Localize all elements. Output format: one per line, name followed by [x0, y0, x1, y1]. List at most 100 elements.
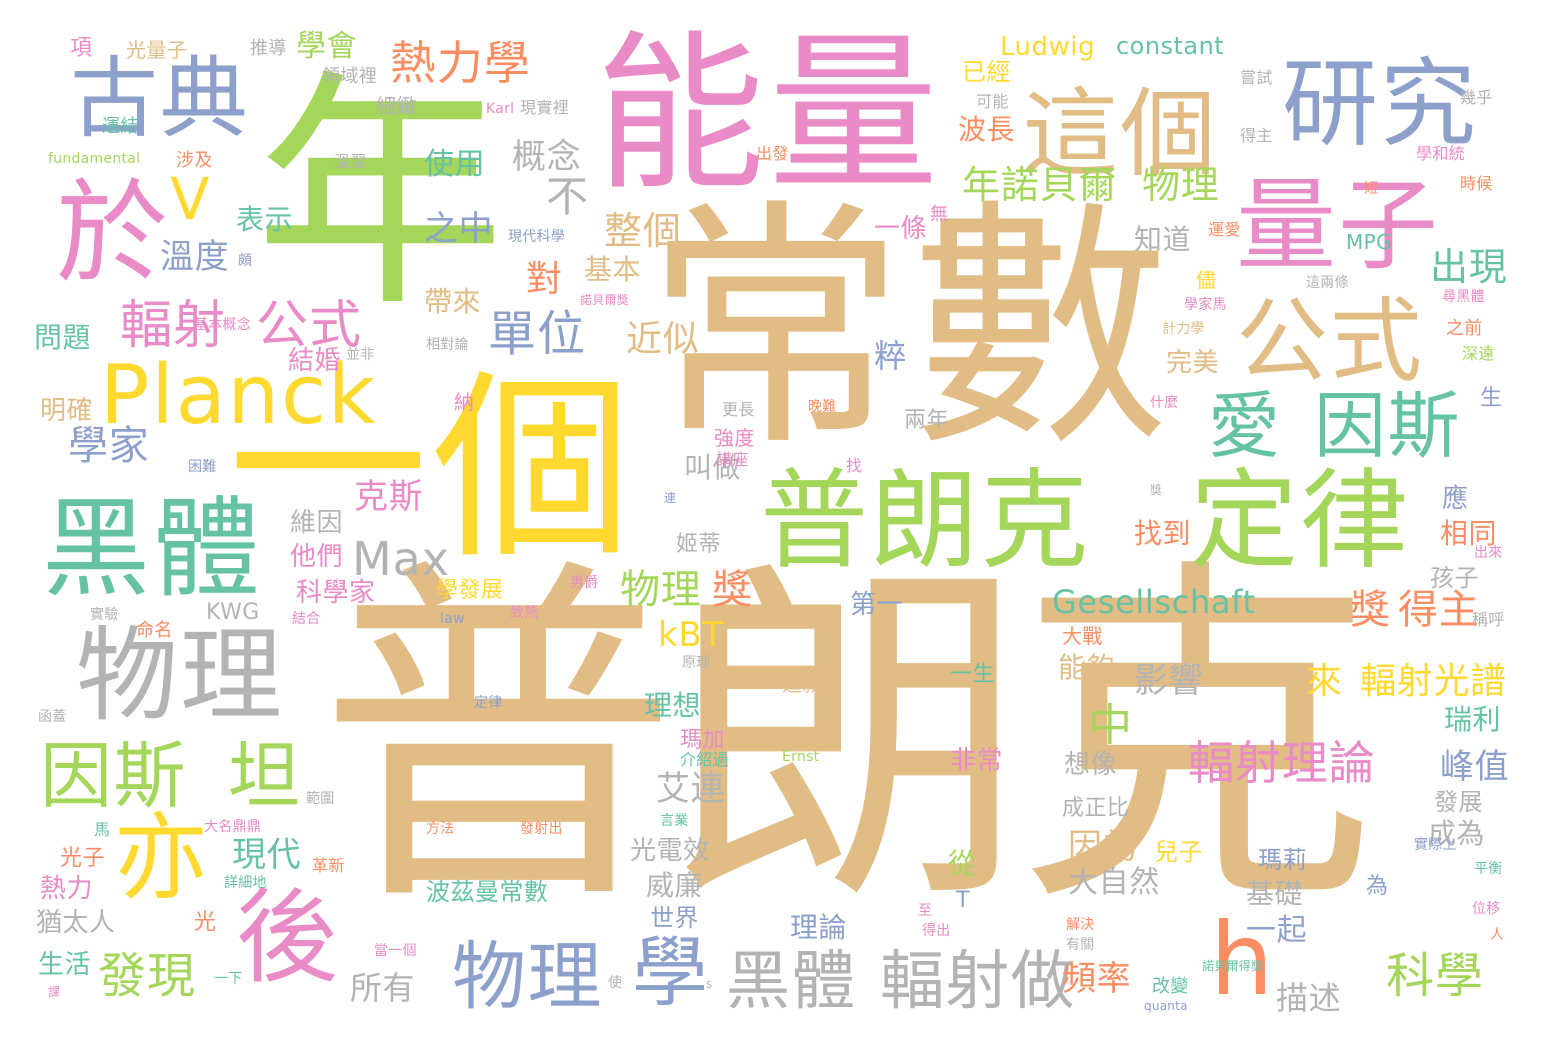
word-chang-shi: 嘗試 [1240, 68, 1273, 87]
word-zhe-ge: 這個 [1022, 78, 1218, 190]
word-wu-li-blue: 物理 [452, 934, 603, 1020]
word-gai-nian: 概念 [512, 137, 582, 177]
word-ta-men: 他們 [290, 542, 344, 572]
word-fei-chang: 非常 [950, 746, 1004, 776]
word-yi-tiao: 一條 [874, 214, 928, 244]
word-pin-lu: 頻率 [1062, 959, 1132, 999]
word-wen-xi: 溫習 [334, 152, 367, 171]
word-da-zhan: 大戰 [1062, 624, 1103, 648]
word-bing-fei: 並非 [346, 347, 375, 363]
word-kun-nan: 困難 [188, 459, 217, 475]
word-fu-she-guang: 輻射光 [1360, 661, 1471, 702]
word-gong-shi-tan: 公式 [1236, 288, 1424, 395]
word-zhao-dao: 找到 [1134, 517, 1192, 550]
word-wei-yin: 維因 [290, 508, 344, 538]
word-wu-li-gray: 物理 [76, 617, 285, 736]
word-guang-zi: 光子 [60, 846, 105, 871]
word-wu-li-green-small: 物理 [1142, 163, 1220, 207]
word-xue-hui: 學會 [296, 29, 358, 64]
word-ke-xue: 科學 [1386, 948, 1484, 1004]
word-t: T [956, 888, 970, 913]
word-fan-wei: 範圍 [306, 791, 335, 807]
word-xue-fa-zhan: 學發展 [436, 578, 504, 603]
word-yi-sheng: 一生 [950, 662, 995, 687]
word-di-yi: 第一 [850, 590, 904, 620]
word-cheng-wei: 成為 [1428, 817, 1486, 850]
word-tui-dao: 推導 [250, 38, 287, 59]
word-zhi: 至 [918, 903, 933, 919]
word-chu-fa: 出發 [756, 144, 789, 163]
word-xiang-xi-di: 詳細地 [224, 875, 267, 891]
word-fa-zhan: 發展 [1434, 788, 1483, 816]
word-shi-hou: 時候 [1460, 174, 1493, 193]
word-bo-chang: 波長 [958, 113, 1016, 146]
word-yi-xia: 一下 [214, 971, 243, 987]
word-jin-si: 近似 [626, 319, 700, 360]
word-xian-dai: 現代 [232, 835, 302, 875]
word-pu-spectrum: 譜 [1470, 661, 1507, 702]
word-suo-you: 所有 [350, 969, 416, 1007]
word-cheng-zheng-bi: 成正比 [1062, 796, 1130, 821]
word-yun-jie: 運結 [102, 116, 139, 137]
word-qiang-du: 強度 [714, 426, 755, 450]
word-kwg: KWG [206, 600, 260, 625]
word-hei-ti-gray: 黑體 [726, 945, 857, 1019]
word-yuan-li: 原理 [682, 655, 711, 671]
word-wen-ti: 問題 [34, 321, 92, 354]
word-nuo-bei-er-jiang: 諾貝爾獎 [580, 293, 629, 307]
word-ma-jia: 瑪加 [680, 728, 725, 753]
word-wei-yi: 位移 [1472, 901, 1501, 917]
word-ling-yu-li: 領域裡 [322, 66, 378, 87]
word-shi-yan: 實驗 [90, 607, 119, 623]
word-nuo-bei-er-de-jiang: 諾貝爾得獎 [1202, 959, 1264, 973]
word-xian-dai-ke-xue: 現代科學 [508, 229, 566, 245]
word-cong: 從 [948, 847, 977, 880]
word-nan-jue: 男爵 [570, 575, 599, 591]
word-ai-lian: 艾連 [656, 769, 726, 809]
word-xue-jia-ma: 學家馬 [1184, 297, 1227, 313]
word-yi-jing: 已經 [962, 58, 1011, 86]
word-ke: 課 [48, 985, 61, 999]
word-v: V [170, 165, 211, 233]
word-yun-ai: 運愛 [1208, 220, 1241, 239]
word-xue-he-tong: 學和統 [1416, 144, 1465, 163]
word-ding-lu: 定律 [1190, 459, 1411, 584]
word-jin: 儘 [1196, 268, 1217, 292]
word-wu: 無 [930, 204, 949, 225]
word-duan: 短 [1364, 181, 1379, 197]
word-jie-hun: 結婚 [288, 346, 342, 376]
word-jie-he: 結合 [292, 611, 321, 627]
word-yi-ge: 一個 [228, 353, 637, 586]
word-sheng-huo: 生活 [38, 950, 92, 980]
word-s: s [706, 977, 713, 991]
word-er-zi: 兒子 [1154, 838, 1203, 866]
word-zhe-liang-tiao: 這兩條 [1306, 275, 1349, 291]
word-dui: 對 [526, 259, 563, 300]
word-jie-shao-guo: 介紹過 [680, 750, 729, 769]
word-guang-liang-zi: 光量子 [126, 38, 188, 62]
word-xian-shi-li: 現實裡 [520, 98, 569, 117]
word-wan-mei: 完美 [1166, 348, 1220, 378]
word-shen-yuan: 深遠 [1462, 344, 1495, 363]
word-xue: 學 [632, 928, 710, 1017]
word-gong-shi-pink: 公式 [256, 296, 363, 356]
word-neng-gou: 能夠 [1058, 651, 1116, 684]
word-fundamental: fundamental [48, 151, 141, 167]
word-guang-dian-xiao: 光電效 [630, 836, 710, 866]
word-ma: 馬 [94, 820, 111, 839]
word-liang-zi: 量子 [1236, 167, 1440, 284]
word-tan: 坦 [228, 734, 302, 818]
word-zhong: 中 [1088, 700, 1133, 751]
word-ping-heng: 平衡 [1474, 861, 1503, 877]
word-quanta: quanta [1144, 999, 1188, 1013]
word-li-lun: 理論 [790, 911, 848, 944]
word-chu-xian: 出現 [1430, 245, 1508, 289]
word-sheng: 生 [1480, 386, 1503, 411]
word-jie-jue: 解決 [1066, 917, 1095, 933]
word-gesellschaft: Gesellschaft [1052, 583, 1256, 621]
word-fang-fa: 方法 [426, 821, 455, 837]
word-nian: 年 [255, 49, 510, 340]
word-hou: 後 [236, 879, 341, 998]
word-fu-she-pink: 輻射 [120, 296, 227, 356]
word-yin-si-green: 因斯 [40, 734, 187, 818]
